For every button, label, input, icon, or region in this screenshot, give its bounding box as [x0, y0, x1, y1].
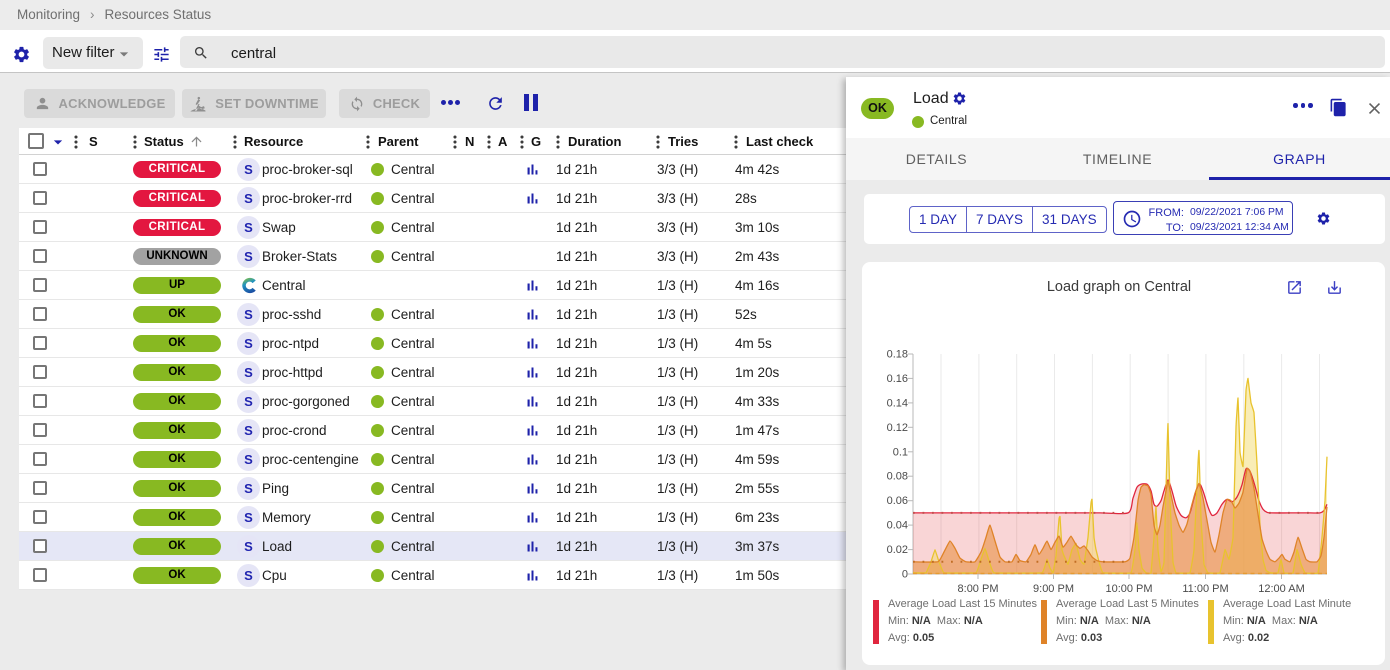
svg-text:0.18: 0.18: [887, 349, 908, 361]
svg-text:0.04: 0.04: [887, 520, 908, 532]
svg-text:0.14: 0.14: [887, 397, 908, 409]
svg-text:0.12: 0.12: [887, 422, 908, 434]
svg-text:11:00 PM: 11:00 PM: [1182, 583, 1228, 595]
svg-text:8:00 PM: 8:00 PM: [958, 583, 999, 595]
svg-text:9:00 PM: 9:00 PM: [1033, 583, 1074, 595]
svg-text:0.1: 0.1: [893, 446, 908, 458]
svg-text:0.06: 0.06: [887, 495, 908, 507]
svg-text:10:00 PM: 10:00 PM: [1105, 583, 1152, 595]
svg-text:0.16: 0.16: [887, 373, 908, 385]
svg-text:0.02: 0.02: [887, 544, 908, 556]
svg-text:0: 0: [902, 569, 908, 581]
svg-text:0.08: 0.08: [887, 471, 908, 483]
svg-text:12:00 AM: 12:00 AM: [1258, 583, 1304, 595]
